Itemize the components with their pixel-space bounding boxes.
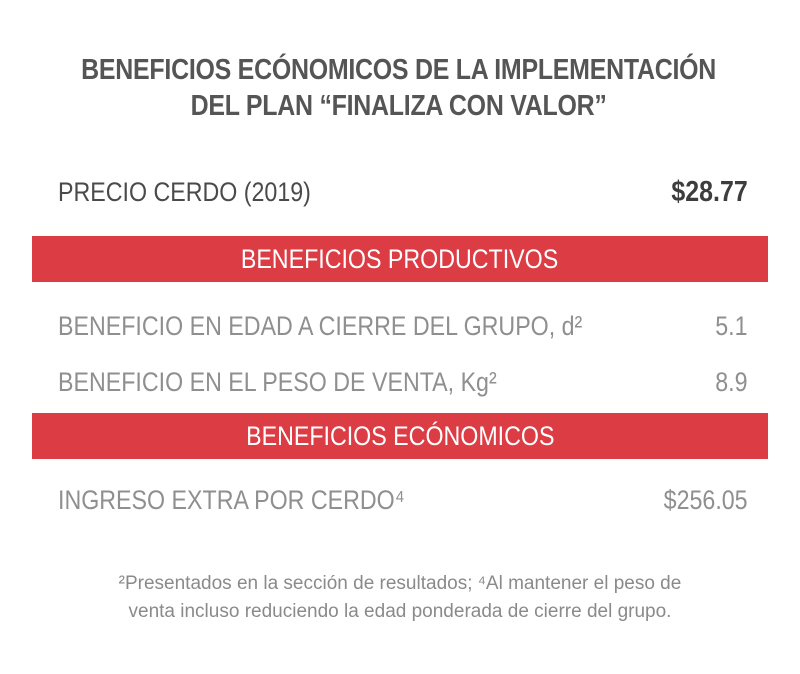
section-header-economic: BENEFICIOS ECÓNOMICOS — [32, 413, 768, 459]
benefit-value: $256.05 — [664, 484, 748, 515]
section-heading-economic: BENEFICIOS ECÓNOMICOS — [245, 420, 555, 451]
title-line-1: BENEFICIOS ECÓNOMICOS DE LA IMPLEMENTACI… — [81, 54, 717, 86]
section-header-productive: BENEFICIOS PRODUCTIVOS — [32, 236, 768, 282]
benefit-row-income: INGRESO EXTRA POR CERDO⁴ $256.05 — [58, 480, 748, 520]
benefit-value: 8.9 — [715, 366, 748, 397]
footnote: ²Presentados en la sección de resultados… — [40, 570, 760, 626]
price-value: $28.77 — [671, 175, 748, 208]
benefit-row-weight: BENEFICIO EN EL PESO DE VENTA, Kg² 8.9 — [58, 362, 748, 402]
footnote-line-1: ²Presentados en la sección de resultados… — [118, 573, 682, 594]
benefit-row-age: BENEFICIO EN EDAD A CIERRE DEL GRUPO, d²… — [58, 306, 748, 346]
page-title: BENEFICIOS ECÓNOMICOS DE LA IMPLEMENTACI… — [55, 52, 726, 124]
price-label: PRECIO CERDO (2019) — [58, 176, 311, 207]
price-row: PRECIO CERDO (2019) $28.77 — [58, 172, 748, 212]
benefit-label: INGRESO EXTRA POR CERDO⁴ — [58, 484, 405, 515]
section-heading-productive: BENEFICIOS PRODUCTIVOS — [241, 243, 559, 274]
benefit-value: 5.1 — [715, 310, 748, 341]
footnote-line-2: venta incluso reduciendo la edad pondera… — [128, 601, 672, 622]
title-line-2: DEL PLAN “FINALIZA CON VALOR” — [190, 90, 607, 122]
benefit-label: BENEFICIO EN EL PESO DE VENTA, Kg² — [58, 366, 497, 397]
benefit-label: BENEFICIO EN EDAD A CIERRE DEL GRUPO, d² — [58, 310, 583, 341]
